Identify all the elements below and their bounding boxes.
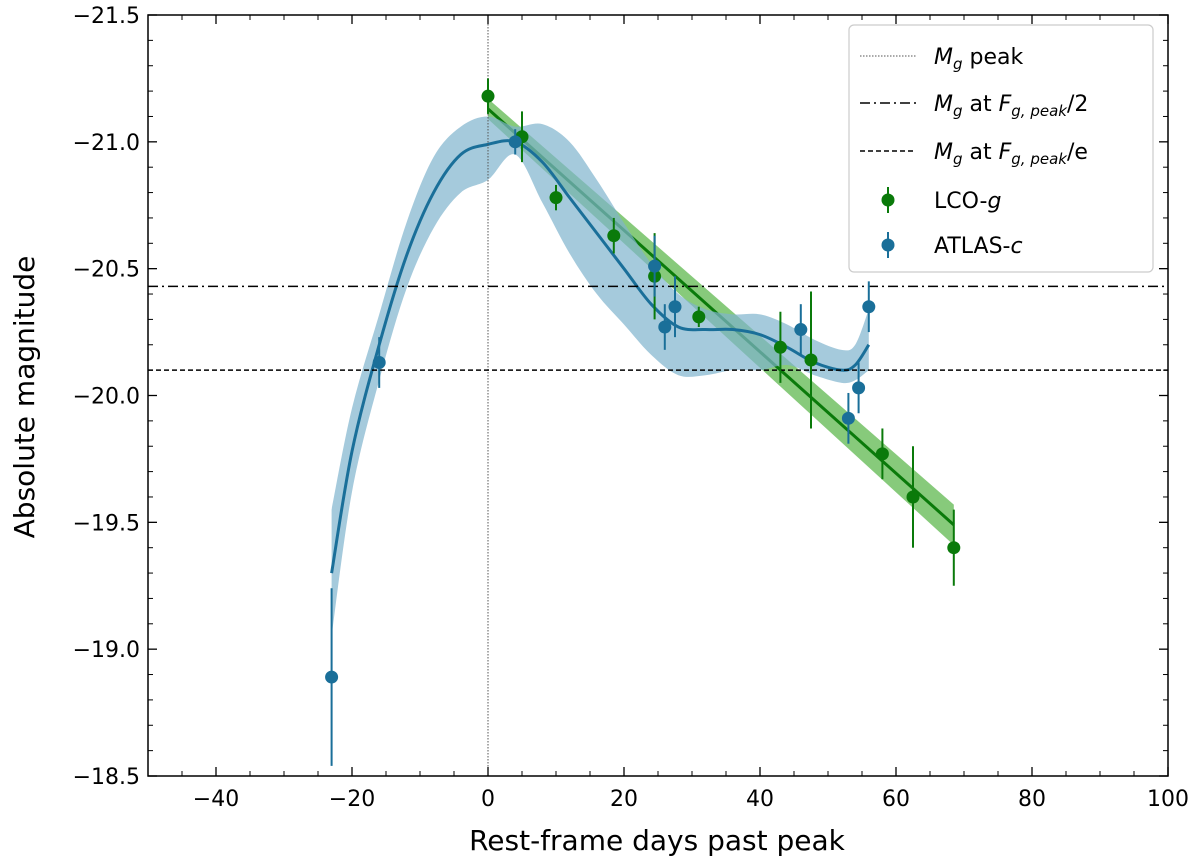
- legend-label-f-e: F: [999, 140, 1012, 165]
- legend-label-half: Mg at Fg, peak/2: [934, 92, 1088, 120]
- data-point-0-0: [481, 89, 495, 103]
- x-tick-label-2: 0: [481, 787, 495, 812]
- legend-label-mid-half: at: [963, 92, 999, 117]
- x-tick-label-6: 80: [1018, 787, 1046, 812]
- legend-label-italic-atlas: c: [1011, 234, 1023, 259]
- legend-label-italic-lco: g: [988, 189, 1002, 214]
- data-point-1-3: [648, 259, 662, 273]
- x-tick-label-3: 20: [610, 787, 638, 812]
- x-tick-label-7: 100: [1147, 787, 1189, 812]
- data-point-1-9: [862, 300, 876, 314]
- y-tick-label-4: −19.5: [73, 511, 140, 536]
- x-tick-label-1: −20: [329, 787, 375, 812]
- x-tick-label-5: 60: [882, 787, 910, 812]
- plot-area: [148, 15, 1168, 776]
- legend-label-fsub-half: g, peak: [1011, 102, 1068, 120]
- data-point-1-5: [668, 300, 682, 314]
- legend-label-end-half: /2: [1067, 92, 1088, 117]
- legend-label-main-atlas: ATLAS-: [934, 234, 1011, 259]
- fit-curve-atlas-c: [330, 139, 871, 574]
- series-atlas-c: [325, 129, 876, 766]
- y-tick-label-5: −19.0: [73, 638, 140, 663]
- fit-band-atlas-c: [331, 116, 869, 637]
- legend-label-msub-peak: g: [953, 55, 963, 73]
- x-axis-label: Rest-frame days past peak: [469, 824, 846, 857]
- legend-label-suffix-peak: peak: [963, 45, 1024, 70]
- legend-label-lco: LCO-g: [934, 189, 1002, 214]
- data-point-1-2: [508, 135, 522, 149]
- data-point-0-5: [692, 310, 706, 324]
- legend-label-msub-e: g: [953, 150, 963, 168]
- y-tick-label-3: −20.0: [73, 385, 140, 410]
- data-point-1-7: [841, 411, 855, 425]
- legend-label-fsub-e: g, peak: [1011, 150, 1068, 168]
- legend-marker-lco: [881, 193, 895, 207]
- legend-box: [848, 24, 1154, 273]
- legend-label-m-peak: M: [934, 45, 953, 70]
- y-tick-label-1: −21.0: [73, 131, 140, 156]
- legend-label-end-e: /e: [1067, 140, 1088, 165]
- data-point-0-6: [773, 340, 787, 354]
- data-point-0-2: [549, 191, 563, 205]
- data-point-1-8: [852, 381, 866, 395]
- legend-label-mid-e: at: [963, 140, 999, 165]
- legend-label-m-half: M: [934, 92, 953, 117]
- y-tick-label-6: −18.5: [73, 765, 140, 790]
- x-tick-label-0: −40: [193, 787, 239, 812]
- legend-label-e: Mg at Fg, peak/e: [934, 140, 1088, 168]
- legend-label-f-half: F: [999, 92, 1012, 117]
- data-point-0-3: [607, 229, 621, 243]
- data-point-1-1: [372, 356, 386, 370]
- data-point-0-9: [906, 490, 920, 504]
- y-tick-label-0: −21.5: [73, 4, 140, 29]
- data-point-1-0: [325, 670, 339, 684]
- legend-label-m-e: M: [934, 140, 953, 165]
- legend-label-msub-half: g: [953, 102, 963, 120]
- legend-label-peak: Mg peak: [934, 45, 1023, 73]
- data-point-0-8: [875, 447, 889, 461]
- y-axis-label: Absolute magnitude: [8, 256, 41, 539]
- x-tick-label-4: 40: [746, 787, 774, 812]
- legend-label-main-lco: LCO-: [934, 189, 988, 214]
- data-point-1-6: [794, 323, 808, 337]
- y-tick-label-2: −20.5: [73, 258, 140, 283]
- legend-marker-atlas: [881, 238, 895, 252]
- axes: −40 −20 0 20 40 60 80 100 −21.5 −21.0 −20.5 −20.0 −1…: [73, 4, 1189, 812]
- data-point-0-10: [947, 541, 961, 555]
- data-point-1-4: [658, 320, 672, 334]
- legend-label-atlas: ATLAS-c: [934, 234, 1023, 259]
- data-point-0-7: [804, 353, 818, 367]
